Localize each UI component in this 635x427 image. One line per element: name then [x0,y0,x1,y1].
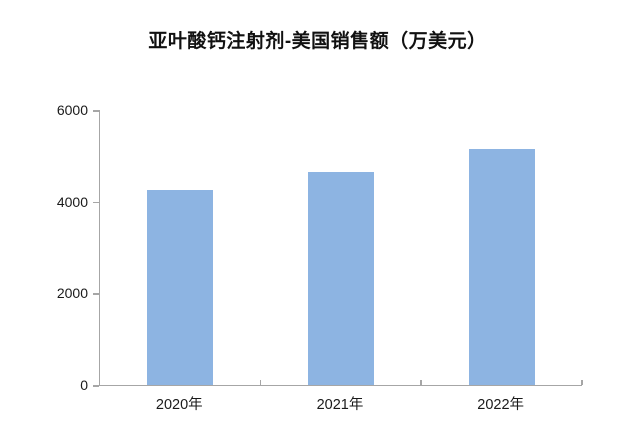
y-tick-label-0: 0 [80,377,88,393]
chart-title: 亚叶酸钙注射剂-美国销售额（万美元） [148,31,487,52]
x-category-label-2022年: 2022年 [477,397,525,413]
bar-2022年 [468,149,535,385]
bar-2020年 [147,190,214,385]
y-tick-label-6000: 6000 [56,102,88,118]
bar-2021年 [308,171,374,385]
plot-area [99,110,582,386]
x-category-label-2020年: 2020年 [155,397,203,413]
x-category-label-2021年: 2021年 [316,397,364,413]
y-tick-label-2000: 2000 [56,285,88,302]
y-tick-label-4000: 4000 [56,193,88,210]
